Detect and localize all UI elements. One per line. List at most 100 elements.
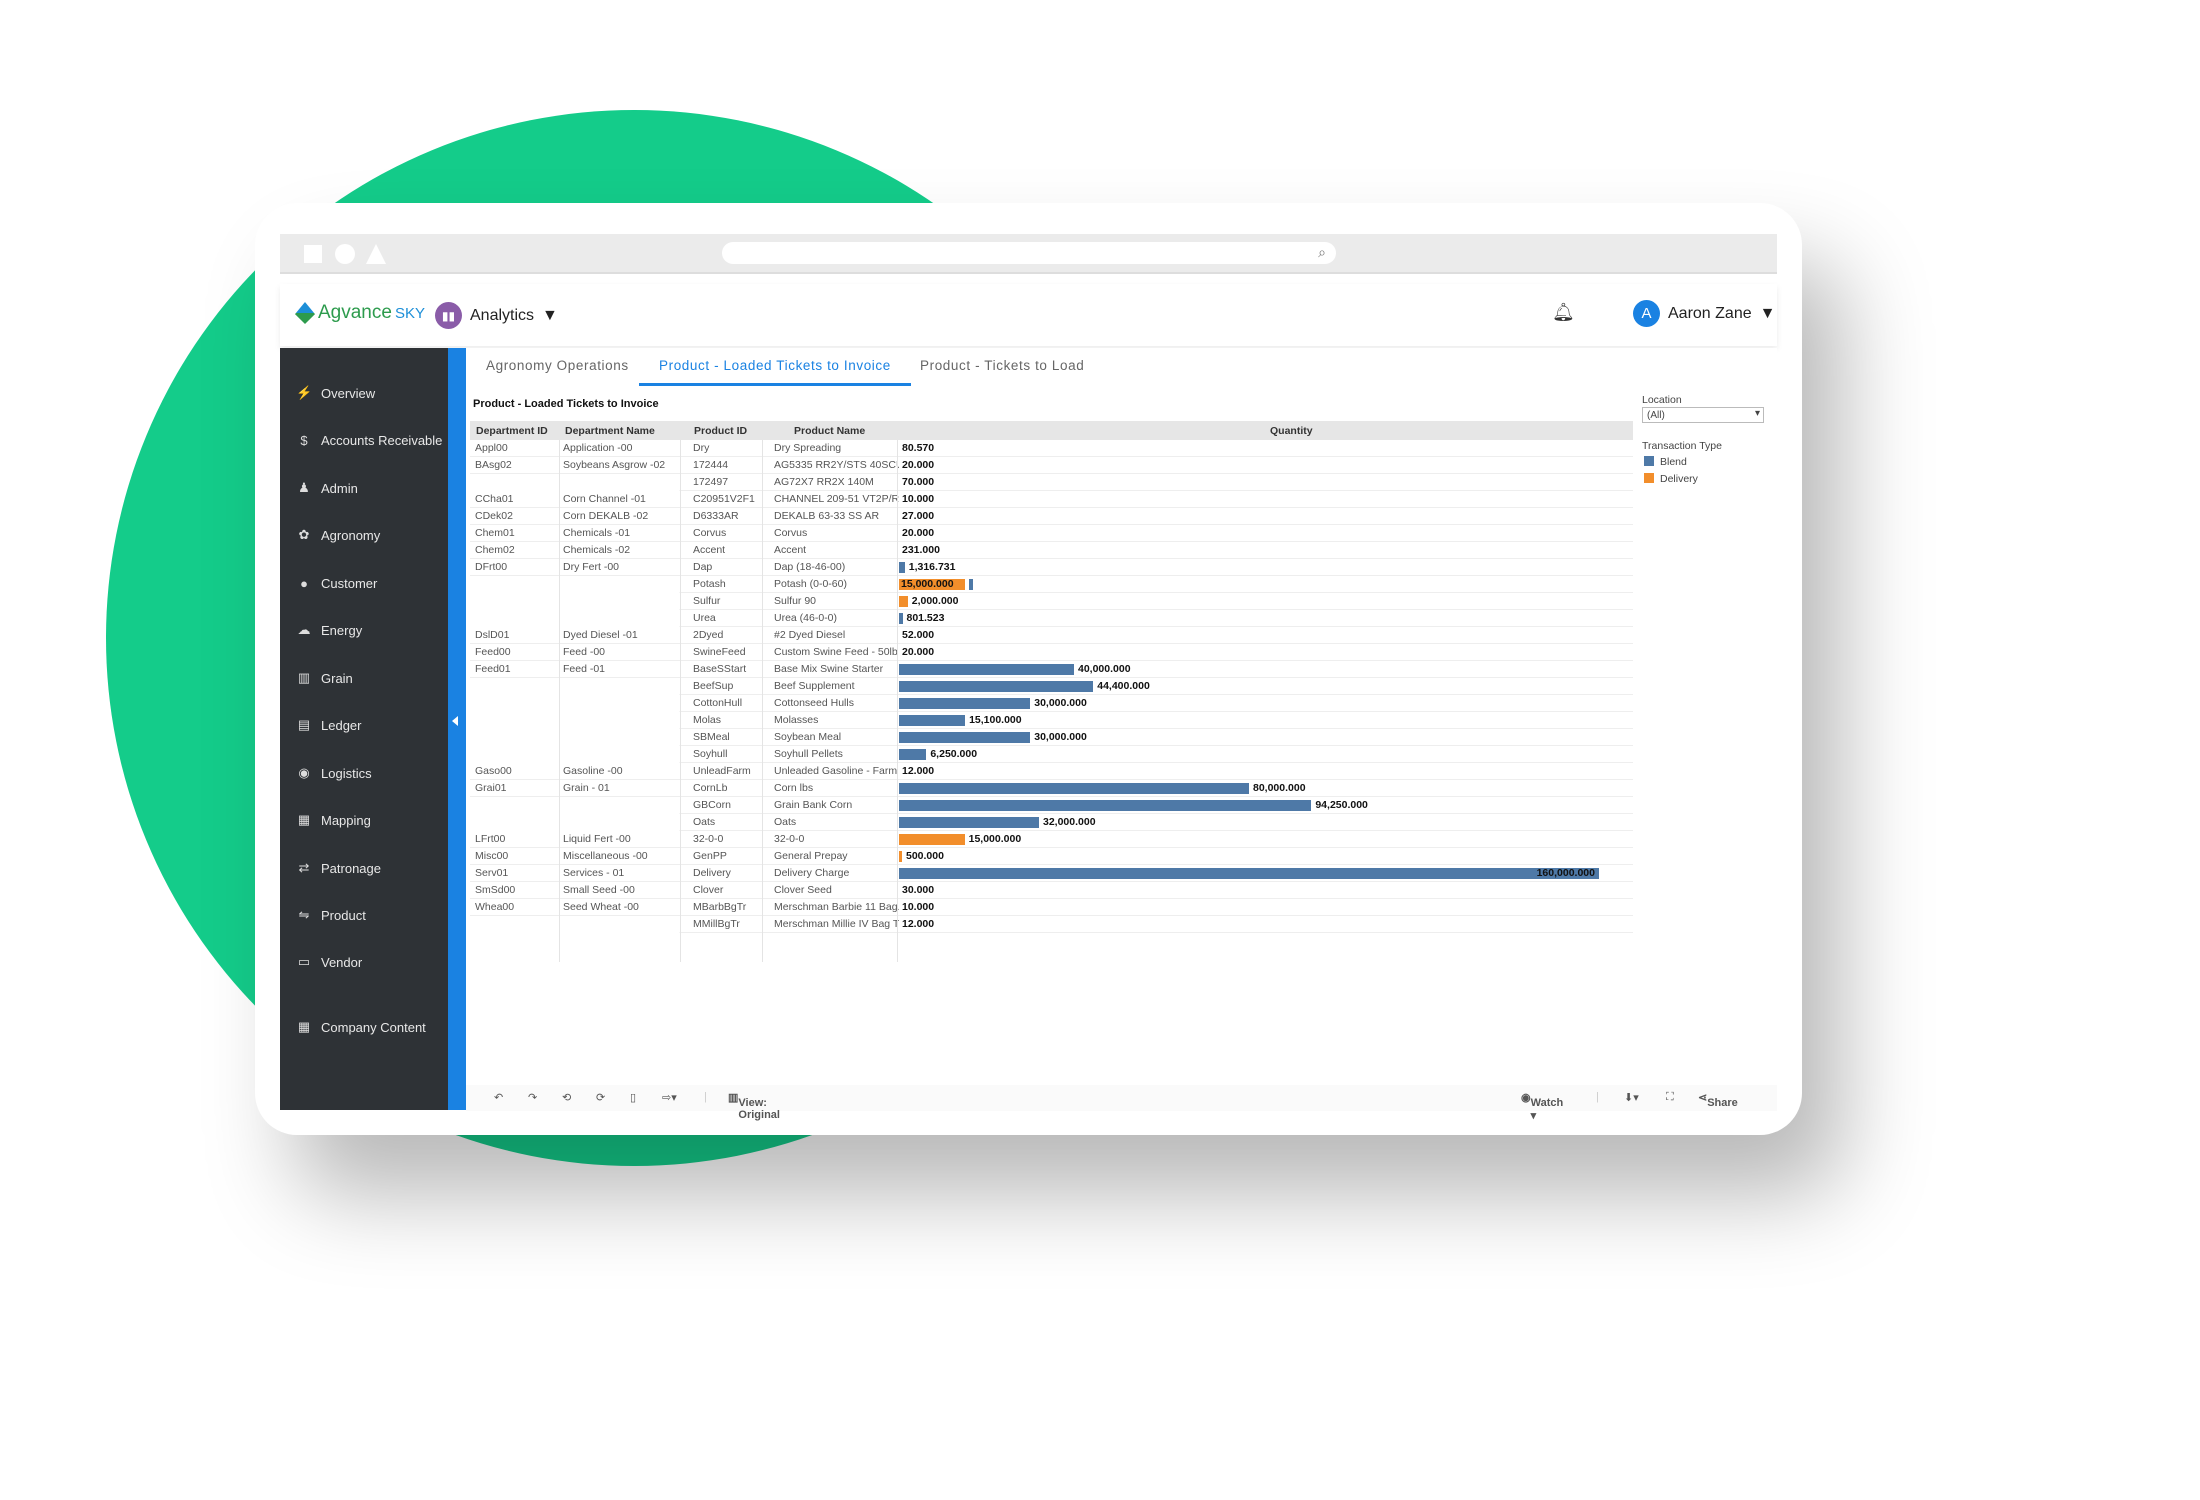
pause-icon[interactable]: ▯: [630, 1092, 637, 1104]
table-row[interactable]: Soyhull Soyhull Pellets 6,250.000: [470, 746, 1633, 763]
cell-product-name: Corvus: [774, 527, 808, 539]
cell-dept-name: Chemicals -01: [563, 527, 631, 539]
sidebar-item-agronomy[interactable]: ✿ Agronomy: [296, 525, 381, 545]
table-row[interactable]: GBCorn Grain Bank Corn 94,250.000: [470, 797, 1633, 814]
bar-blend[interactable]: [899, 868, 1599, 879]
bar-delivery[interactable]: [899, 579, 965, 590]
legend-item-blend[interactable]: Blend: [1644, 456, 1687, 468]
table-row[interactable]: CottonHull Cottonseed Hulls 30,000.000: [470, 695, 1633, 712]
table-row[interactable]: Urea Urea (46-0-0) 801.523: [470, 610, 1633, 627]
bar-delivery[interactable]: [899, 834, 965, 845]
sidebar-item-overview[interactable]: ⚡ Overview: [296, 383, 375, 403]
bar-blend[interactable]: [899, 715, 966, 726]
sidebar-item-vendor[interactable]: ▭ Vendor: [296, 952, 362, 972]
tab-loaded-tickets-to-invoice[interactable]: Product - Loaded Tickets to Invoice: [639, 358, 911, 386]
tab-agronomy-operations[interactable]: Agronomy Operations: [486, 358, 629, 373]
redo-icon[interactable]: ↷: [528, 1092, 538, 1104]
table-row[interactable]: Misc00 Miscellaneous -00 GenPP General Prep…: [470, 848, 1633, 865]
bar-blend[interactable]: [899, 698, 1031, 709]
bar-blend[interactable]: [899, 562, 905, 573]
col-product-id[interactable]: Product ID: [694, 425, 748, 437]
bar-blend[interactable]: [899, 613, 903, 624]
bar-blend[interactable]: [968, 579, 973, 590]
cell-product-name: Unleaded Gasoline - Farm ..: [774, 765, 899, 777]
table-row[interactable]: Appl00 Application -00 Dry Dry Spreading 80.…: [470, 440, 1633, 457]
refresh-icon[interactable]: ⟳: [596, 1092, 606, 1104]
watch-label: Watch ▾: [1530, 1097, 1564, 1122]
bar-blend[interactable]: [899, 664, 1074, 675]
cell-product-id: Molas: [693, 714, 722, 726]
cell-dept-id: Grai01: [475, 782, 507, 794]
table-row[interactable]: Chem02 Chemicals -02 Accent Accent 231.000: [470, 542, 1633, 559]
bar-blend[interactable]: [899, 681, 1094, 692]
table-row[interactable]: Chem01 Chemicals -01 Corvus Corvus 20.000: [470, 525, 1633, 542]
sidebar-item-company-content[interactable]: ▦ Company Content: [296, 1017, 426, 1037]
divider: |: [1596, 1091, 1599, 1103]
download-icon[interactable]: ⬇▾: [1624, 1092, 1639, 1104]
cell-dept-name: Dry Fert -00: [563, 561, 620, 573]
tab-tickets-to-load[interactable]: Product - Tickets to Load: [920, 358, 1085, 373]
table-row[interactable]: BeefSup Beef Supplement 44,400.000: [470, 678, 1633, 695]
table-row[interactable]: LFrt00 Liquid Fert -00 32-0-0 32-0-0 15,000.…: [470, 831, 1633, 848]
table-row[interactable]: DFrt00 Dry Fert -00 Dap Dap (18-46-00) 1,316…: [470, 559, 1633, 576]
bar-delivery[interactable]: [899, 596, 908, 607]
table-row[interactable]: Feed00 Feed -00 SwineFeed Custom Swine Feed…: [470, 644, 1633, 661]
table-row[interactable]: Serv01 Services - 01 Delivery Delivery Char…: [470, 865, 1633, 882]
watch-button[interactable]: ◉ Watch ▾: [1521, 1092, 1564, 1122]
table-row[interactable]: Gaso00 Gasoline -00 UnleadFarm Unleaded Gas…: [470, 763, 1633, 780]
bar-delivery[interactable]: [899, 851, 902, 862]
quantity-label: 231.000: [902, 544, 940, 556]
table-row[interactable]: CCha01 Corn Channel -01 C20951V2F1 CHANNEL …: [470, 491, 1633, 508]
sidebar-item-patronage[interactable]: ⇄ Patronage: [296, 858, 381, 878]
sidebar-item-grain[interactable]: ▥ Grain: [296, 668, 353, 688]
fullscreen-icon[interactable]: ⛶: [1666, 1091, 1674, 1103]
table-row[interactable]: CDek02 Corn DEKALB -02 D6333AR DEKALB 63-33…: [470, 508, 1633, 525]
app-switcher[interactable]: ▮▮ Analytics ▼: [435, 302, 558, 329]
bar-blend[interactable]: [899, 817, 1039, 828]
table-row[interactable]: MMillBgTr Merschman Millie IV Bag Tr 12.00…: [470, 916, 1633, 933]
table-row[interactable]: Feed01 Feed -01 BaseSStart Base Mix Swine S…: [470, 661, 1633, 678]
highlight-icon[interactable]: ⇨▾: [662, 1092, 677, 1104]
table-row[interactable]: Sulfur Sulfur 90 2,000.000: [470, 593, 1633, 610]
user-menu[interactable]: A Aaron Zane ▼: [1633, 300, 1775, 327]
sidebar-item-product[interactable]: ⇋ Product: [296, 905, 366, 925]
search-icon[interactable]: ⌕: [1318, 244, 1326, 260]
sidebar-item-logistics[interactable]: ◉ Logistics: [296, 763, 372, 783]
table-row[interactable]: Whea00 Seed Wheat -00 MBarbBgTr Merschman B…: [470, 899, 1633, 916]
share-button[interactable]: ⋖ Share: [1698, 1092, 1738, 1109]
col-product-name[interactable]: Product Name: [794, 425, 866, 437]
sidebar-item-customer[interactable]: ● Customer: [296, 573, 377, 593]
table-row[interactable]: SmSd00 Small Seed -00 Clover Clover Seed 30.…: [470, 882, 1633, 899]
revert-icon[interactable]: ⟲: [562, 1092, 572, 1104]
sidebar-item-energy[interactable]: ☁ Energy: [296, 620, 363, 640]
bar-blend[interactable]: [899, 800, 1312, 811]
table-row[interactable]: BAsg02 Soybeans Asgrow -02 172444 AG5335 RR…: [470, 457, 1633, 474]
table-row[interactable]: 172497 AG72X7 RR2X 140M 70.000: [470, 474, 1633, 491]
address-bar[interactable]: ⌕: [722, 242, 1336, 264]
agvance-logo[interactable]: Agvance SKY: [295, 302, 425, 324]
bell-icon[interactable]: 🔔︎: [1552, 302, 1575, 322]
collapse-arrow-icon[interactable]: [452, 716, 458, 726]
undo-icon[interactable]: ↶: [494, 1092, 504, 1104]
sidebar-item-mapping[interactable]: ▦ Mapping: [296, 810, 371, 830]
table-row[interactable]: SBMeal Soybean Meal 30,000.000: [470, 729, 1633, 746]
legend-item-delivery[interactable]: Delivery: [1644, 473, 1698, 485]
sidebar-item-label: Logistics: [321, 765, 372, 781]
table-row[interactable]: Grai01 Grain - 01 CornLb Corn lbs 80,000.000: [470, 780, 1633, 797]
view-original-button[interactable]: ▥ View: Original: [728, 1092, 780, 1121]
bar-blend[interactable]: [899, 783, 1249, 794]
table-row[interactable]: Potash Potash (0-0-60) 15,000.000: [470, 576, 1633, 593]
table-row[interactable]: DslD01 Dyed Diesel -01 2Dyed #2 Dyed Diesel…: [470, 627, 1633, 644]
sidebar-item-admin[interactable]: ♟ Admin: [296, 478, 358, 498]
table-row[interactable]: Molas Molasses 15,100.000: [470, 712, 1633, 729]
sidebar-collapse-strip[interactable]: [448, 348, 466, 1110]
bar-blend[interactable]: [899, 749, 927, 760]
location-filter-dropdown[interactable]: (All) ▾: [1642, 407, 1764, 423]
sidebar-item-accounts-receivable[interactable]: $ Accounts Receivable: [296, 430, 442, 450]
bar-blend[interactable]: [899, 732, 1031, 743]
col-quantity[interactable]: Quantity: [1270, 425, 1313, 437]
col-dept-name[interactable]: Department Name: [565, 425, 655, 437]
col-dept-id[interactable]: Department ID: [476, 425, 548, 437]
sidebar-item-ledger[interactable]: ▤ Ledger: [296, 715, 362, 735]
table-row[interactable]: Oats Oats 32,000.000: [470, 814, 1633, 831]
